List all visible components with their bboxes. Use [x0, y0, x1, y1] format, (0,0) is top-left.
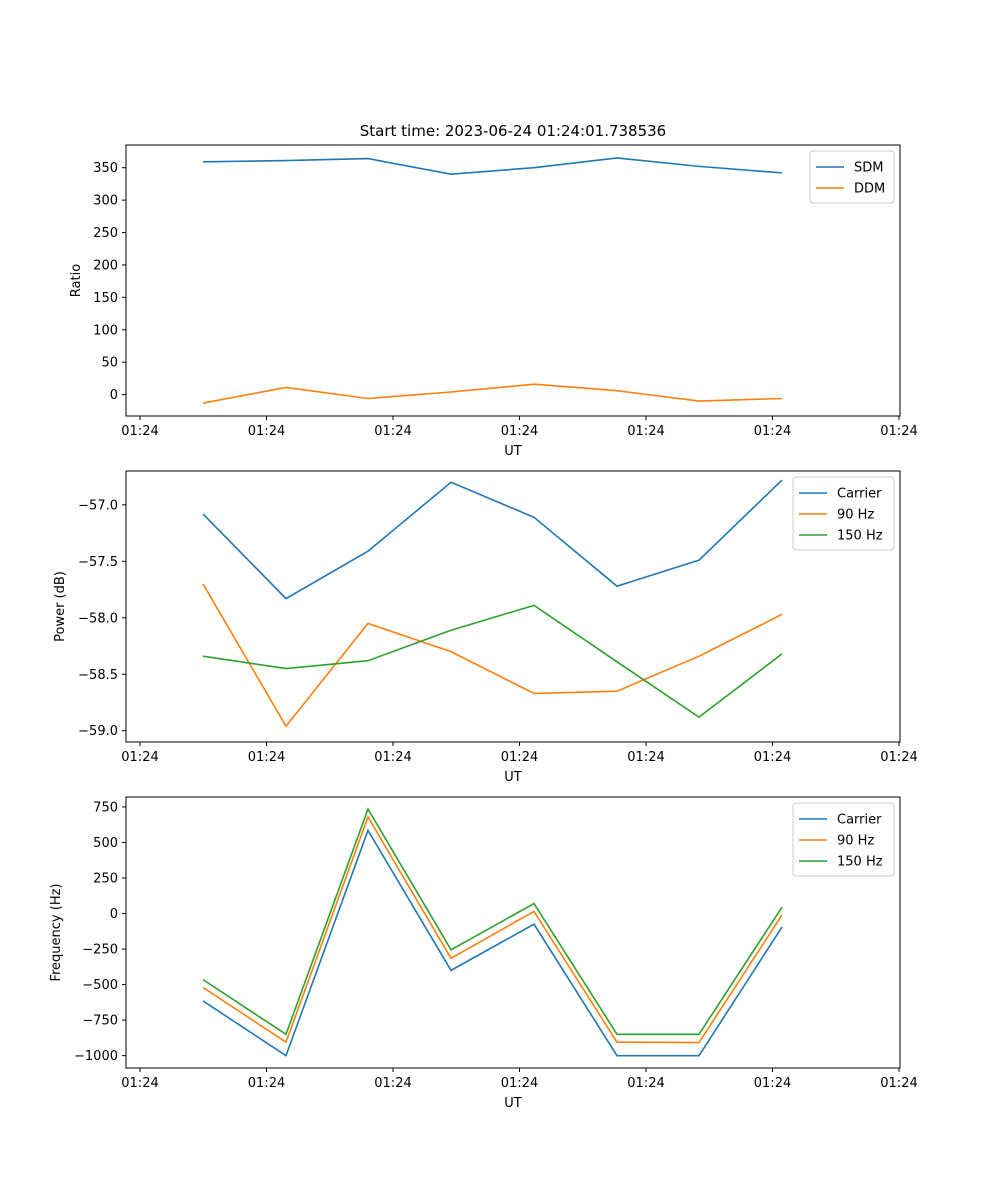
- series-line-sdm: [202, 157, 783, 175]
- legend-box: [792, 476, 895, 551]
- y-axis-label: Ratio: [69, 264, 84, 297]
- y-tick-label: −250: [82, 943, 118, 958]
- x-axis-label: UT: [504, 770, 522, 785]
- x-tick-label: 01:24: [880, 424, 917, 439]
- legend-label: 90 Hz: [837, 508, 874, 523]
- y-tick-label: −58.0: [78, 611, 118, 626]
- axes-frame: [125, 144, 901, 417]
- x-tick-label: 01:24: [374, 424, 411, 439]
- series-line-90-hz: [202, 583, 783, 728]
- legend-label: 150 Hz: [837, 529, 883, 544]
- y-tick-label: 500: [93, 836, 118, 851]
- x-tick-label: 01:24: [627, 750, 664, 765]
- y-tick-label: 50: [101, 356, 118, 371]
- y-tick-label: −750: [82, 1014, 118, 1029]
- series-line-150-hz: [202, 807, 783, 1036]
- subplot-2: 01:24 01:24 01:24 01:24 01:24 01:24 01:24−59.0…: [53, 470, 918, 785]
- y-tick-label: 300: [93, 194, 118, 209]
- y-tick-label: −58.5: [78, 668, 118, 683]
- legend-label: 150 Hz: [837, 855, 883, 870]
- x-tick-label: 01:24: [754, 750, 791, 765]
- series-line-ddm: [202, 383, 783, 404]
- series-line-carrier: [202, 828, 783, 1057]
- y-tick-label: 150: [93, 291, 118, 306]
- x-tick-label: 01:24: [880, 1076, 917, 1091]
- x-tick-label: 01:24: [501, 424, 538, 439]
- x-tick-label: 01:24: [374, 750, 411, 765]
- x-tick-label: 01:24: [501, 1076, 538, 1091]
- y-tick-label: −57.5: [78, 555, 118, 570]
- x-axis-label: UT: [504, 1096, 522, 1111]
- x-axis-label: UT: [504, 444, 522, 459]
- x-tick-label: 01:24: [880, 750, 917, 765]
- y-tick-label: 100: [93, 323, 118, 338]
- y-tick-label: −57.0: [78, 498, 118, 513]
- subplot-1: 01:24 01:24 01:24 01:24 01:24 01:24 01:24 0 50 10…: [69, 144, 918, 459]
- x-tick-label: 01:24: [754, 1076, 791, 1091]
- axes-frame: [125, 796, 901, 1069]
- x-tick-label: 01:24: [754, 424, 791, 439]
- series-line-carrier: [202, 479, 783, 600]
- y-tick-label: 250: [93, 226, 118, 241]
- x-tick-label: 01:24: [121, 750, 158, 765]
- series-line-90-hz: [202, 815, 783, 1044]
- x-tick-label: 01:24: [248, 424, 285, 439]
- series-line-150-hz: [202, 604, 783, 719]
- x-tick-label: 01:24: [121, 424, 158, 439]
- y-tick-label: 0: [110, 388, 118, 403]
- y-tick-label: 250: [93, 872, 118, 887]
- legend: Carrier 90 Hz 150 Hz: [792, 802, 895, 877]
- x-tick-label: 01:24: [627, 424, 664, 439]
- x-tick-label: 01:24: [248, 1076, 285, 1091]
- y-axis-label: Power (dB): [53, 571, 68, 642]
- x-tick-label: 01:24: [248, 750, 285, 765]
- subplot-3: 01:24 01:24 01:24 01:24 01:24 01:24 01:24−1000…: [49, 796, 918, 1111]
- legend-label: DDM: [854, 182, 885, 197]
- x-tick-label: 01:24: [627, 1076, 664, 1091]
- y-tick-label: 0: [110, 907, 118, 922]
- y-axis-label: Frequency (Hz): [49, 883, 64, 981]
- legend: Carrier 90 Hz 150 Hz: [792, 476, 895, 551]
- legend-label: 90 Hz: [837, 834, 874, 849]
- legend-box: [809, 150, 895, 204]
- x-tick-label: 01:24: [374, 1076, 411, 1091]
- axes-frame: [125, 470, 901, 743]
- y-tick-label: 350: [93, 161, 118, 176]
- legend-label: Carrier: [837, 813, 882, 828]
- y-tick-label: −1000: [74, 1049, 118, 1064]
- y-tick-label: −500: [82, 978, 118, 993]
- x-tick-label: 01:24: [121, 1076, 158, 1091]
- legend-box: [792, 802, 895, 877]
- x-tick-label: 01:24: [501, 750, 538, 765]
- y-tick-label: 750: [93, 800, 118, 815]
- legend: SDM DDM: [809, 150, 895, 204]
- legend-label: Carrier: [837, 487, 882, 502]
- y-tick-label: −59.0: [78, 724, 118, 739]
- chart-title: Start time: 2023-06-24 01:24:01.738536: [360, 122, 666, 140]
- legend-label: SDM: [854, 161, 883, 176]
- y-tick-label: 200: [93, 258, 118, 273]
